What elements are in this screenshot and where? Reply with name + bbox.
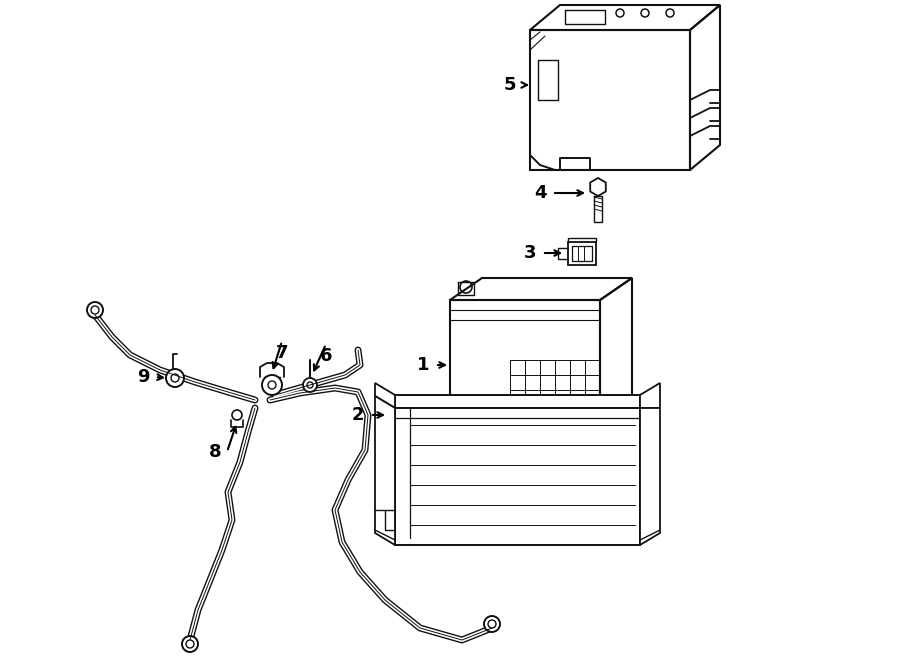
Polygon shape <box>375 383 395 408</box>
Circle shape <box>262 375 282 395</box>
Text: 4: 4 <box>534 184 546 202</box>
Circle shape <box>87 302 103 318</box>
Polygon shape <box>530 30 690 170</box>
Text: 8: 8 <box>209 443 221 461</box>
Circle shape <box>303 378 317 392</box>
Circle shape <box>484 616 500 632</box>
Polygon shape <box>375 396 395 545</box>
Polygon shape <box>640 408 660 545</box>
Circle shape <box>182 636 198 652</box>
Polygon shape <box>590 178 606 196</box>
Circle shape <box>166 369 184 387</box>
Text: 2: 2 <box>352 406 365 424</box>
Circle shape <box>232 410 242 420</box>
Polygon shape <box>600 278 632 435</box>
Polygon shape <box>395 408 640 545</box>
Polygon shape <box>395 395 640 408</box>
Polygon shape <box>690 5 720 170</box>
Polygon shape <box>450 300 600 435</box>
Text: 3: 3 <box>524 244 536 262</box>
Polygon shape <box>640 383 660 408</box>
Text: 5: 5 <box>504 76 517 94</box>
Polygon shape <box>450 278 632 300</box>
Text: 7: 7 <box>275 344 288 362</box>
Text: 6: 6 <box>320 347 332 365</box>
Polygon shape <box>530 5 720 30</box>
Text: 1: 1 <box>417 356 429 374</box>
Text: 9: 9 <box>137 368 149 386</box>
Polygon shape <box>568 242 596 265</box>
